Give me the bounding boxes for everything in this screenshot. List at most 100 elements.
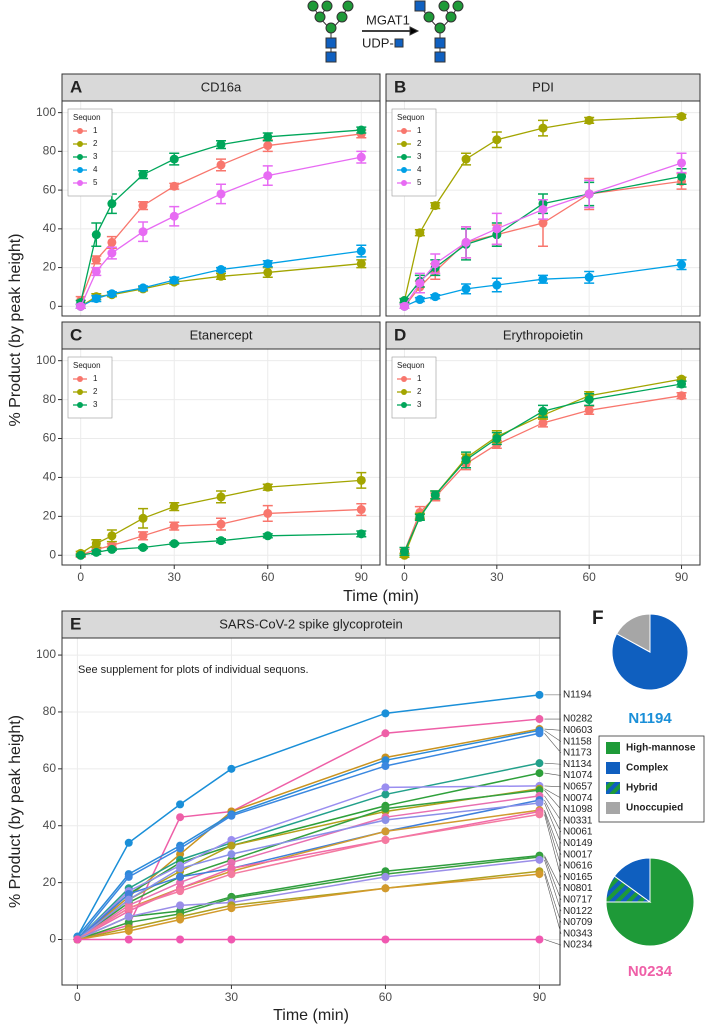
y-tick-label: 20	[43, 260, 57, 274]
y-tick-label: 0	[49, 547, 56, 561]
data-point	[216, 189, 226, 199]
data-point	[227, 850, 236, 859]
series-label: N1194	[563, 690, 592, 701]
label-leader	[544, 772, 562, 776]
data-point	[76, 301, 86, 311]
legend-swatch	[401, 154, 407, 160]
pie-slice	[611, 613, 689, 691]
data-point	[138, 513, 148, 523]
legend-title: Sequon	[73, 361, 101, 370]
data-point	[356, 259, 366, 269]
legend-box	[67, 356, 113, 419]
legend-swatch	[77, 180, 83, 186]
legend-label: 3	[417, 400, 422, 409]
series-label: N1098	[563, 804, 593, 815]
data-point	[381, 835, 390, 844]
x-tick-label: 30	[490, 570, 504, 584]
data-point	[535, 690, 544, 699]
pie-slice	[613, 857, 651, 903]
data-point	[73, 935, 82, 944]
data-point	[176, 915, 185, 924]
label-leader	[544, 785, 562, 788]
data-point	[227, 811, 236, 820]
data-point	[138, 201, 148, 211]
data-point	[124, 935, 133, 944]
data-point	[677, 260, 687, 270]
pie-label: N0234	[628, 963, 673, 980]
label-leader	[544, 762, 562, 765]
data-point	[535, 759, 544, 768]
data-point	[227, 870, 236, 879]
data-point	[91, 547, 101, 557]
label-leader	[544, 799, 562, 833]
data-point	[76, 550, 86, 560]
data-point	[138, 531, 148, 541]
data-point	[677, 111, 687, 121]
data-point	[107, 531, 117, 541]
y-axis-title: % Product (by peak height)	[7, 234, 24, 427]
data-point	[91, 294, 101, 304]
legend-box	[391, 108, 437, 197]
x-tick-label: 90	[533, 990, 547, 1004]
y-tick-label: 40	[43, 470, 57, 484]
legend-label: 1	[417, 126, 422, 135]
legend-swatch	[401, 376, 407, 382]
data-point	[381, 804, 390, 813]
legend-swatch	[401, 128, 407, 134]
y-tick-label: 100	[36, 353, 56, 367]
plot-border	[61, 637, 561, 986]
legend-label: 3	[93, 152, 98, 161]
data-point	[91, 266, 101, 276]
data-point	[124, 912, 133, 921]
data-point	[107, 237, 117, 247]
label-leader	[544, 871, 562, 923]
data-point	[216, 536, 226, 546]
donor-label: UDP-	[362, 35, 394, 50]
data-point	[381, 761, 390, 770]
data-point	[356, 529, 366, 539]
legend-swatch	[401, 389, 407, 395]
legend-label: 4	[417, 165, 422, 174]
y-tick-label: 0	[49, 932, 56, 946]
data-point	[399, 301, 409, 311]
legend-label: Complex	[626, 763, 669, 774]
panel-title: Etanercept	[190, 327, 253, 342]
series-label: N0717	[563, 895, 593, 906]
data-point	[227, 858, 236, 867]
data-point	[381, 872, 390, 881]
legend-label: 1	[93, 374, 98, 383]
data-point	[381, 827, 390, 836]
legend-swatch	[77, 128, 83, 134]
x-axis-title: Time (min)	[343, 588, 419, 605]
data-point	[538, 406, 548, 416]
data-point	[492, 224, 502, 234]
x-tick-label: 60	[582, 570, 596, 584]
legend-label: 3	[93, 400, 98, 409]
data-point	[535, 855, 544, 864]
legend-label: 2	[93, 387, 98, 396]
data-point	[263, 267, 273, 277]
y-tick-label: 80	[43, 704, 57, 718]
legend-title: Sequon	[397, 113, 425, 122]
legend-label: High-mannose	[626, 743, 696, 754]
panel-letter: B	[394, 77, 406, 96]
data-point	[381, 709, 390, 718]
legend-label: 5	[93, 178, 98, 187]
data-point	[138, 227, 148, 237]
panel-title: CD16a	[201, 79, 242, 94]
data-point	[430, 292, 440, 302]
data-point	[535, 729, 544, 738]
reaction-scheme	[307, 0, 464, 63]
plot-border	[385, 348, 701, 566]
data-point	[176, 872, 185, 881]
legend-box	[391, 356, 437, 419]
data-point	[227, 864, 236, 873]
data-point	[91, 539, 101, 549]
x-tick-label: 0	[401, 570, 408, 584]
x-tick-label: 30	[225, 990, 239, 1004]
x-tick-label: 90	[355, 570, 369, 584]
data-point	[176, 813, 185, 822]
series-label: N0282	[563, 714, 593, 725]
series-label: N0122	[563, 906, 593, 917]
strip	[385, 321, 701, 350]
